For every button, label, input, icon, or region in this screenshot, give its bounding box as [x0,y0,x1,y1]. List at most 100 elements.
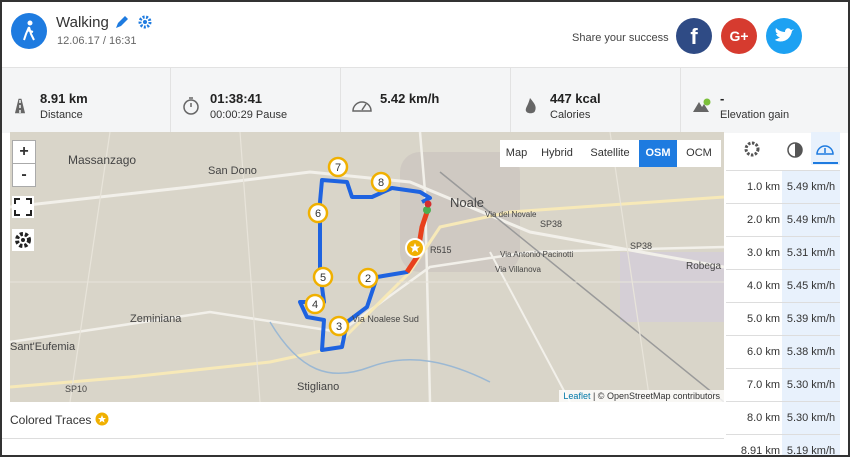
split-speed: 5.39 km/h [782,303,840,335]
place-label: Noale [450,195,484,210]
road [269,321,491,383]
stat: 5.42 km/h [342,68,511,133]
split-distance: 7.0 km [746,379,780,391]
place-label: Via Antonio Pacinotti [500,250,573,259]
place-label: SP38 [540,219,562,229]
activity-icon [11,13,47,49]
km-marker[interactable] [327,156,349,178]
road [69,132,111,402]
stats-bar: 8.91 km Distance 01:38:41 00:00:29 Pause 5.4… [2,67,848,133]
layer-button[interactable]: Hybrid [533,140,581,167]
stat: 8.91 km Distance [2,68,171,133]
road [239,132,261,402]
split-row: 5.0 km 5.39 km/h [726,302,840,335]
road [10,170,724,269]
activity-date: 12.06.17 / 16:31 [57,35,137,47]
twitter-button[interactable] [766,18,802,54]
road [418,132,432,402]
stat-icon [525,98,536,114]
split-speed: 5.30 km/h [782,402,840,434]
place-label: Via Villanova [495,265,542,274]
stat-value: 01:38:41 [210,91,263,106]
stat-label: 00:00:29 Pause [210,109,288,121]
stat: 01:38:41 00:00:29 Pause [172,68,341,133]
split-speed: 5.19 km/h [782,435,840,455]
split-speed: 5.49 km/h [782,204,840,236]
splits-table: 1.0 km 5.49 km/h 2.0 km 5.49 km/h 3.0 km 5.31… [726,132,840,455]
map-canvas[interactable]: 2 3 4 5 6 7 8 Massanzago San Dono Noale Zeminiana S… [10,132,724,402]
road [10,345,341,389]
km-marker[interactable] [357,267,379,289]
stat: 447 kcal Calories [512,68,681,133]
place-label: Stigliano [297,381,339,393]
start-point [423,206,431,214]
km-marker[interactable] [307,202,329,224]
km-marker[interactable] [312,266,334,288]
place-label: Massanzago [68,153,136,167]
split-distance: 5.0 km [746,313,780,325]
settings-button[interactable] [12,229,34,251]
km-marker[interactable] [370,171,392,193]
split-row: 6.0 km 5.38 km/h [726,335,840,368]
stat-label: Distance [40,109,83,121]
edit-icons[interactable] [114,14,154,30]
map[interactable]: 2 3 4 5 6 7 8 Massanzago San Dono Noale Zeminiana S… [10,132,724,402]
split-row: 4.0 km 5.45 km/h [726,269,840,302]
star-icon [95,412,109,426]
split-row: 8.91 km 5.19 km/h [726,434,840,455]
layer-button[interactable]: Satellite [581,140,639,167]
place-label: R515 [430,245,452,255]
split-distance: 2.0 km [746,214,780,226]
stat-value: - [720,91,725,106]
layer-button[interactable]: OCM [677,140,721,167]
zoom-button[interactable]: + [12,140,36,164]
place-label: Via Noalese Sud [352,314,419,324]
layer-button[interactable]: Map [500,140,533,167]
km-marker[interactable] [304,293,326,315]
split-speed: 5.45 km/h [782,270,840,302]
end-point [424,200,432,208]
km-marker[interactable] [328,315,350,337]
stat-value: 5.42 km/h [380,91,440,106]
place-label: SP10 [65,384,87,394]
split-speed: 5.38 km/h [782,336,840,368]
place-label: Via del Novale [485,210,537,219]
road [489,251,571,402]
attribution-link[interactable]: Leaflet [563,391,591,401]
split-speed: 5.49 km/h [782,171,840,203]
facebook-button[interactable]: f [676,18,712,54]
road [338,195,724,344]
road [10,245,724,344]
fullscreen-button[interactable] [12,196,34,218]
split-distance: 1.0 km [746,181,780,193]
place-label: Robega [686,261,721,272]
place-label: SP38 [630,241,652,251]
map-background [10,132,724,402]
stat-label: Calories [550,109,591,121]
finish-marker [405,238,425,258]
split-distance: 4.0 km [746,280,780,292]
place-label: San Dono [208,165,257,177]
split-row: 3.0 km 5.31 km/h [726,236,840,269]
km-marker-label: 4 [312,299,318,311]
stat-icon [183,97,199,115]
stat-value: 447 kcal [550,91,601,106]
colored-traces-label[interactable]: Colored Traces [10,412,109,427]
attribution: Leaflet | © OpenStreetMap contributors [559,390,724,402]
colored-traces-text: Colored Traces [10,413,92,427]
split-distance: 6.0 km [746,346,780,358]
road [439,171,724,402]
km-marker-label: 5 [320,272,326,284]
zoom-button[interactable]: - [12,163,36,187]
stat-label: Elevation gain [720,109,790,121]
km-marker-label: 2 [365,273,371,285]
km-marker-label: 6 [315,208,321,220]
stat-icon [352,101,372,112]
road [609,132,651,402]
layer-button[interactable]: OSM [639,140,677,167]
split-distance: 8.0 km [746,412,780,424]
split-row: 2.0 km 5.49 km/h [726,203,840,236]
place-label: Sant'Eufemia [10,341,76,353]
google-button[interactable]: G+ [721,18,757,54]
